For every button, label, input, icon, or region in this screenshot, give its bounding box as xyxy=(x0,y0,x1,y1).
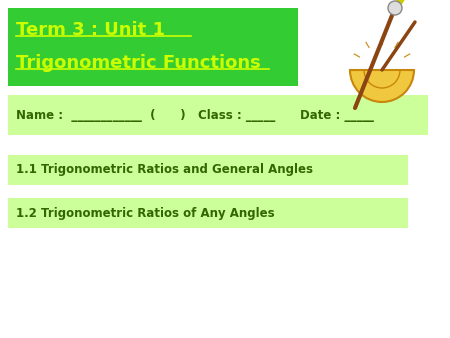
Text: Term 3 : Unit 1: Term 3 : Unit 1 xyxy=(16,21,165,39)
Text: 1.1 Trigonometric Ratios and General Angles: 1.1 Trigonometric Ratios and General Ang… xyxy=(16,164,313,176)
Circle shape xyxy=(388,1,402,15)
Text: Name :  ____________  (      )   Class : _____      Date : _____: Name : ____________ ( ) Class : _____ Da… xyxy=(16,108,374,121)
FancyBboxPatch shape xyxy=(8,95,428,135)
FancyBboxPatch shape xyxy=(8,8,298,86)
FancyBboxPatch shape xyxy=(8,155,408,185)
Text: 1.2 Trigonometric Ratios of Any Angles: 1.2 Trigonometric Ratios of Any Angles xyxy=(16,207,274,219)
FancyBboxPatch shape xyxy=(8,198,408,228)
Text: Trigonometric Functions: Trigonometric Functions xyxy=(16,54,261,72)
Wedge shape xyxy=(350,70,414,102)
